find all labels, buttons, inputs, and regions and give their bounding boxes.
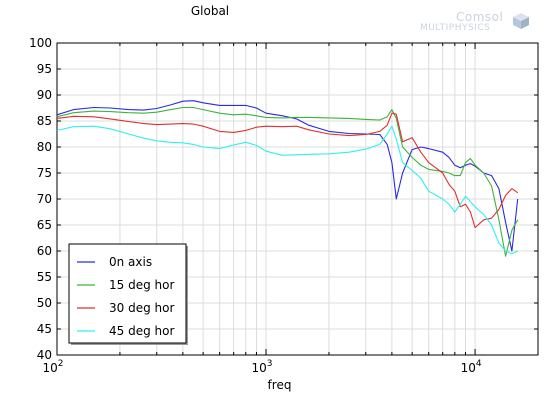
legend-box — [68, 243, 187, 344]
y-tick-label: 50 — [37, 296, 52, 310]
legend-label: 30 deg hor — [109, 301, 174, 315]
chart-title: Global — [190, 4, 230, 18]
series-line-3 — [56, 112, 519, 229]
comsol-logo: Comsol MULTIPHYSICS — [420, 8, 540, 38]
y-tick-label: 95 — [37, 62, 52, 76]
series-line-2 — [56, 106, 519, 257]
x-tick-label: 104 — [461, 359, 482, 375]
logo-cube-icon — [513, 13, 529, 29]
x-tick-label: 102 — [42, 359, 63, 375]
legend-label: 0n axis — [109, 255, 152, 269]
y-tick-label: 55 — [37, 270, 52, 284]
y-tick-label: 80 — [37, 140, 52, 154]
y-tick-label: 100 — [29, 36, 52, 50]
logo-text-bottom: MULTIPHYSICS — [420, 23, 491, 33]
x-tick-label: 103 — [252, 359, 273, 375]
y-tick-label: 75 — [37, 166, 52, 180]
y-tick-label: 45 — [37, 322, 52, 336]
y-tick-label: 60 — [37, 244, 52, 258]
y-tick-label: 70 — [37, 192, 52, 206]
y-tick-label: 40 — [37, 348, 52, 362]
x-axis-label: freq — [268, 378, 292, 392]
legend-label: 15 deg hor — [109, 278, 174, 292]
legend-label: 45 deg hor — [109, 324, 174, 338]
y-tick-label: 90 — [37, 88, 52, 102]
y-tick-label: 65 — [37, 218, 52, 232]
logo-text-top: Comsol — [456, 10, 504, 24]
y-tick-label: 85 — [37, 114, 52, 128]
series-line-1 — [56, 100, 519, 252]
series-line-4 — [56, 125, 518, 255]
